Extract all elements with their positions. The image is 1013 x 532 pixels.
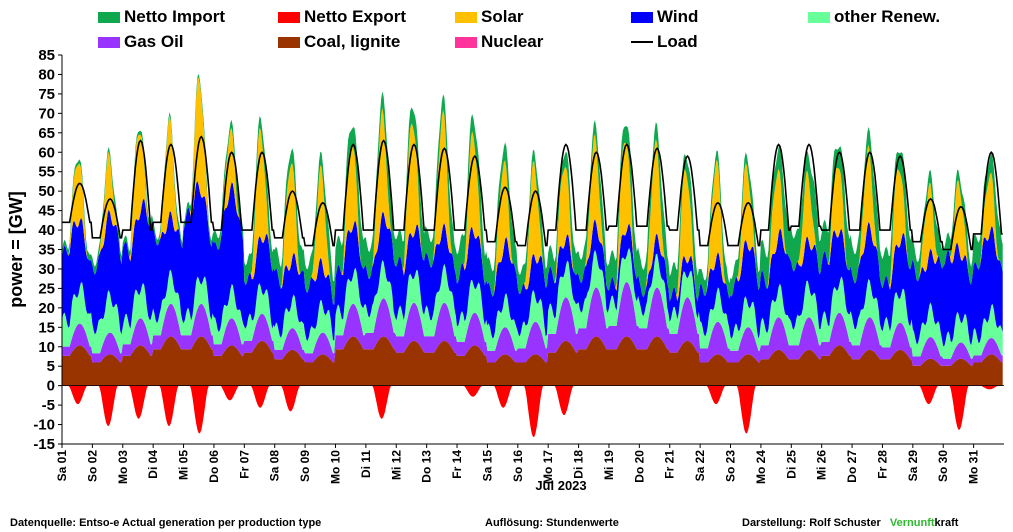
x-tick-label: So 30 [936,450,950,482]
footer-credit-author: Darstellung: Rolf Schuster [742,517,881,529]
x-tick-label: Di 25 [784,450,798,479]
y-tick-label: 30 [38,261,55,278]
x-tick-label: Mo 10 [328,450,342,484]
footer-credit: Darstellung: Rolf Schuster Vernunftkraft [742,517,958,529]
legend-swatch-netto-import [98,11,120,23]
y-tick-label: 60 [38,144,55,161]
legend-swatch-netto-export [278,11,300,23]
y-tick-label: 20 [38,300,55,317]
x-tick-label: Mi 12 [389,450,403,480]
x-tick-label: Mo 31 [967,450,981,484]
y-tick-label: 10 [38,339,55,356]
x-tick-label: Mo 24 [754,450,768,484]
legend-label-netto-export: Netto Export [304,7,406,26]
y-tick-label: 80 [38,66,55,83]
y-tick-label: 45 [38,203,55,220]
x-tick-label: Sa 01 [55,450,69,482]
legend-swatch-coal-lignite [278,36,300,48]
series-wind [62,180,1003,347]
legend-solar: Solar [455,7,524,27]
legend-wind: Wind [631,7,698,27]
x-tick-label: Mo 03 [116,450,130,484]
legend-label-wind: Wind [657,7,699,26]
x-tick-label: Sa 22 [693,450,707,482]
y-tick-label: 55 [38,164,55,181]
y-tick-label: 5 [47,358,55,375]
legend-label-other-renew: other Renew. [834,7,941,26]
legend-line-load [631,41,653,43]
x-tick-label: Di 11 [359,450,373,478]
series-netto-export [62,385,1003,437]
legend-nuclear: Nuclear [455,32,543,52]
legend-label-coal-lignite: Coal, lignite [304,32,401,51]
y-tick-label: 0 [47,378,55,395]
x-tick-label: Do 20 [632,450,646,483]
series-gas-oil [62,282,1003,366]
legend-swatch-gas-oil [98,36,120,48]
x-tick-label: Do 06 [207,450,221,483]
x-tick-label: So 02 [85,450,99,482]
series-load [62,135,1003,251]
footer-brand-green: Vernunft [889,517,935,529]
x-tick-label: So 16 [511,450,525,482]
footer-resolution: Auflösung: Stundenwerte [485,517,619,529]
legend-swatch-other-renew [808,11,830,23]
x-tick-label: Do 13 [420,450,434,483]
x-tick-label: Fr 07 [237,450,251,479]
y-tick-label: 85 [38,47,55,64]
x-tick-label: Sa 29 [906,450,920,482]
y-tick-label: 65 [38,125,55,142]
legend-label-gas-oil: Gas Oil [124,32,184,51]
x-tick-label: Mi 19 [602,450,616,480]
y-axis-label: power = [GW] [6,191,26,308]
x-tick-label: Do 27 [845,450,859,483]
footer-source: Datenquelle: Entso-e Actual generation p… [10,517,322,529]
y-tick-label: -10 [33,417,55,434]
legend-label-load: Load [657,32,698,51]
x-tick-label: Mi 05 [177,450,191,480]
series-netto-import [62,73,1003,305]
x-tick-label: Mi 26 [815,450,829,480]
legend-gas-oil: Gas Oil [98,32,184,52]
legend-coal-lignite: Coal, lignite [278,32,400,52]
y-tick-label: 70 [38,105,55,122]
series-coal-lignite [62,336,1003,386]
footer-brand-rest: kraft [934,517,959,529]
legend-swatch-solar [455,11,477,23]
series-other-renew [62,247,1003,359]
y-tick-label: 40 [38,222,55,239]
chart-legend: Netto Import Netto Export Solar Wind oth… [0,5,1013,55]
legend-netto-export: Netto Export [278,7,406,27]
x-tick-label: Sa 15 [480,450,494,482]
x-tick-label: Fr 14 [450,450,464,479]
x-tick-label: Sa 08 [268,450,282,482]
legend-label-nuclear: Nuclear [481,32,544,51]
x-tick-label: Di 18 [572,450,586,479]
legend-label-netto-import: Netto Import [124,7,226,26]
legend-netto-import: Netto Import [98,7,225,27]
legend-swatch-nuclear [455,36,477,48]
y-tick-label: -15 [33,436,55,453]
legend-other-renew: other Renew. [808,7,940,27]
legend-load: Load [631,32,698,52]
y-tick-label: 15 [38,319,55,336]
series-solar [62,77,1003,305]
x-tick-label: Mo 17 [541,450,555,484]
y-tick-label: 25 [38,280,55,297]
y-tick-label: 75 [38,86,55,103]
x-tick-label: Di 04 [146,450,160,479]
legend-label-solar: Solar [481,7,524,26]
x-tick-label: So 23 [724,450,738,482]
legend-swatch-wind [631,11,653,23]
x-tick-label: So 09 [298,450,312,482]
x-tick-label: Fr 21 [663,450,677,479]
y-tick-label: -5 [42,397,55,414]
y-tick-label: 50 [38,183,55,200]
y-tick-label: 35 [38,242,55,259]
x-axis-label: Jul 2023 [535,478,586,493]
x-tick-label: Fr 28 [875,450,889,479]
